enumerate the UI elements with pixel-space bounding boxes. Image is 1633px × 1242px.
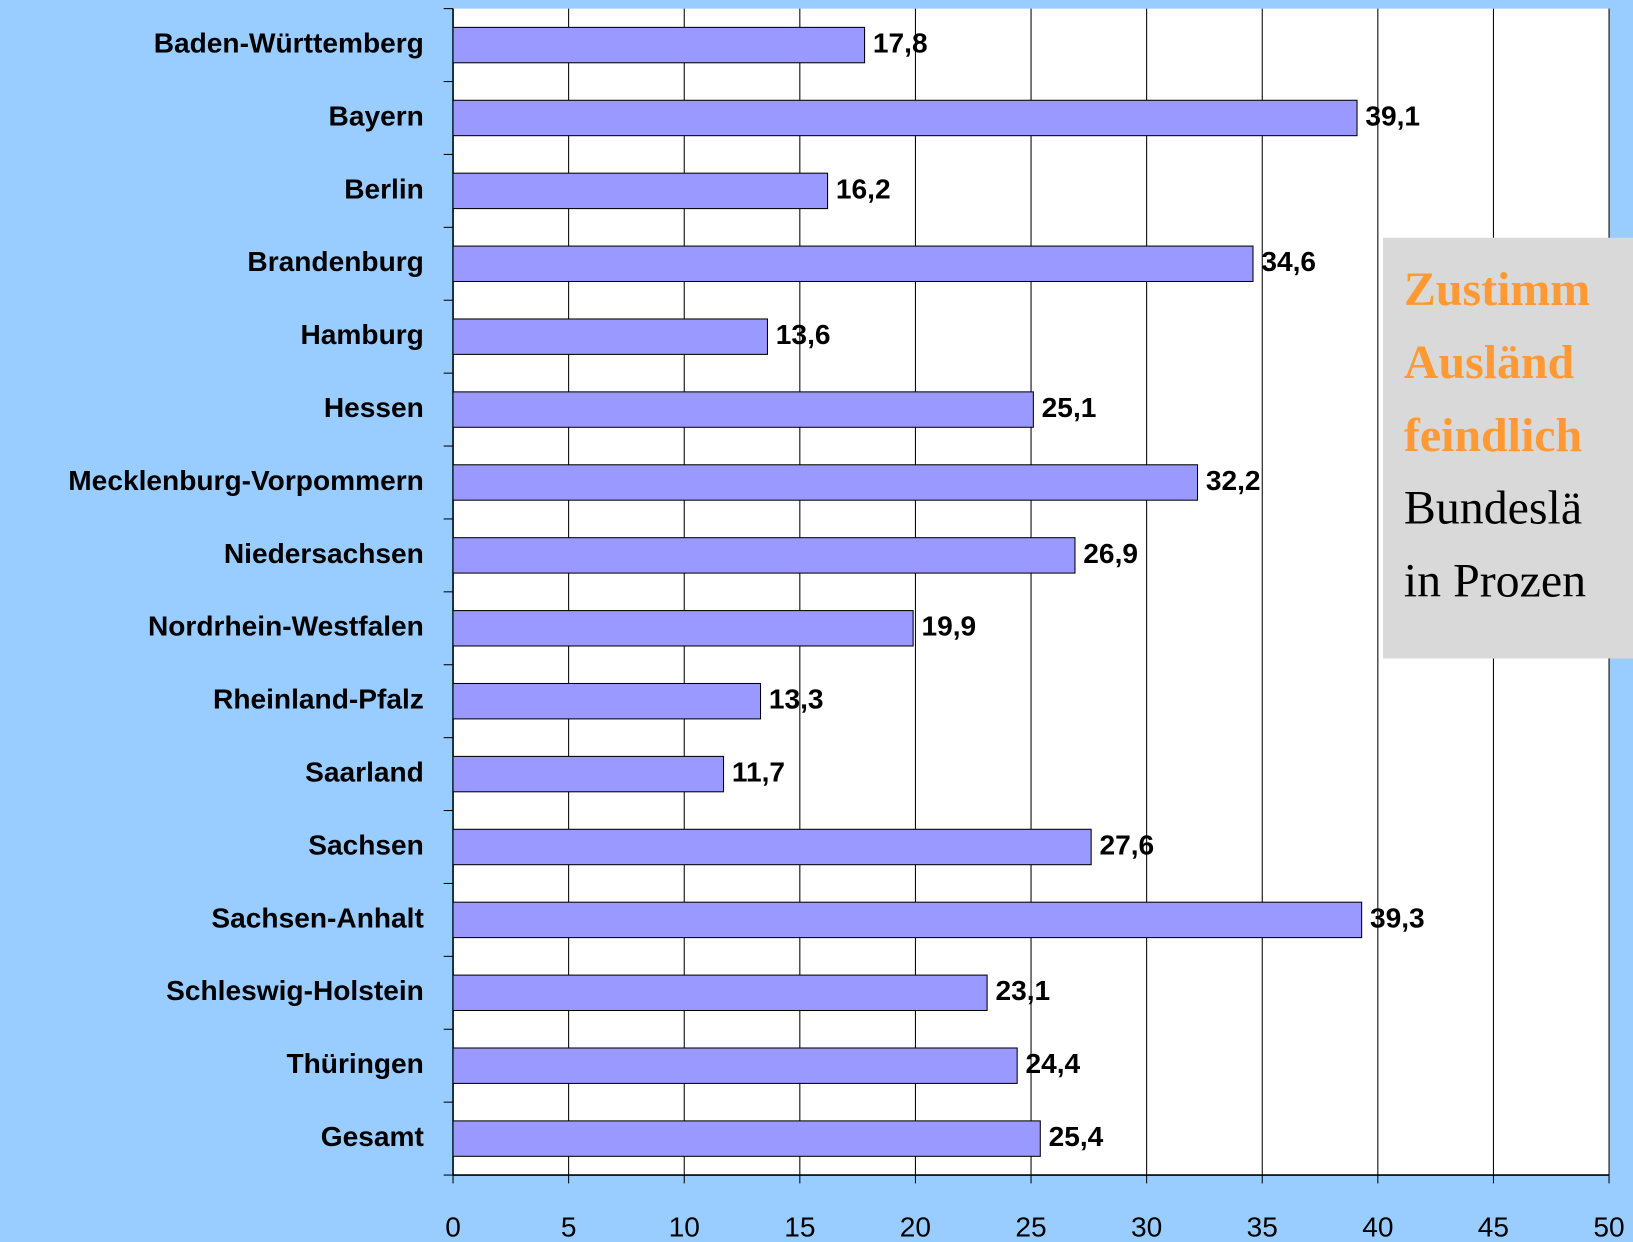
category-label: Brandenburg [247,246,423,277]
category-label: Nordrhein-Westfalen [148,611,424,642]
bar [452,537,1076,574]
bar [452,99,1358,137]
category-label: Berlin [344,173,424,204]
data-label: 13,3 [769,684,824,715]
bar [452,245,1254,283]
category-label: Baden-Württemberg [154,27,424,58]
x-tick-label: 0 [445,1212,461,1242]
x-tick-label: 40 [1362,1212,1393,1242]
bar [452,1047,1018,1084]
data-label: 11,7 [732,757,785,788]
category-label: Sachsen-Anhalt [211,902,424,933]
bar [452,901,1363,939]
data-label: 25,1 [1042,392,1097,423]
data-label: 34,6 [1261,246,1316,277]
category-label: Hessen [324,392,424,423]
x-tick-label: 5 [561,1212,577,1242]
data-label: 23,1 [995,975,1050,1006]
category-label: Niedersachsen [224,538,424,569]
category-label: Bayern [329,100,424,131]
data-label: 27,6 [1099,829,1154,860]
bar [452,318,768,355]
data-label: 16,2 [836,173,891,204]
annotation-text: in Prozen [1404,555,1586,608]
x-tick-label: 25 [1015,1212,1046,1242]
category-label: Schleswig-Holstein [166,975,424,1006]
x-tick-label: 30 [1131,1212,1162,1242]
bar [452,1120,1041,1157]
category-label: Mecklenburg-Vorpommern [68,465,424,496]
category-label: Rheinland-Pfalz [213,684,424,715]
x-tick-label: 45 [1478,1212,1509,1242]
bar [452,464,1199,501]
bar [452,828,1092,866]
data-label: 39,3 [1370,902,1425,933]
data-label: 17,8 [873,27,928,58]
category-label: Sachsen [308,829,424,860]
bar [452,755,725,793]
data-label: 39,1 [1365,100,1420,131]
data-label: 19,9 [921,611,976,642]
data-label: 26,9 [1083,538,1138,569]
x-tick-label: 15 [784,1212,815,1242]
category-label: Thüringen [286,1048,423,1079]
bar [452,26,866,64]
category-label: Saarland [305,757,424,788]
x-tick-label: 35 [1247,1212,1278,1242]
category-label: Hamburg [300,319,423,350]
annotation-highlight: feindlich [1404,409,1582,462]
annotation-highlight: Zustimm [1404,263,1590,316]
bar [452,610,914,647]
bar [452,974,988,1012]
bar [452,391,1034,428]
category-label: Gesamt [321,1121,425,1152]
annotation-highlight: Ausländ [1404,336,1575,389]
x-tick-label: 50 [1593,1212,1624,1242]
data-label: 13,6 [776,319,831,350]
data-label: 25,4 [1049,1121,1104,1152]
annotation-box [1383,237,1633,659]
x-tick-label: 10 [669,1212,700,1242]
data-label: 24,4 [1025,1048,1080,1079]
annotation-text: Bundeslä [1404,482,1582,535]
x-tick-label: 20 [900,1212,931,1242]
data-label: 32,2 [1206,465,1261,496]
bar [452,682,762,720]
bar [452,172,829,210]
